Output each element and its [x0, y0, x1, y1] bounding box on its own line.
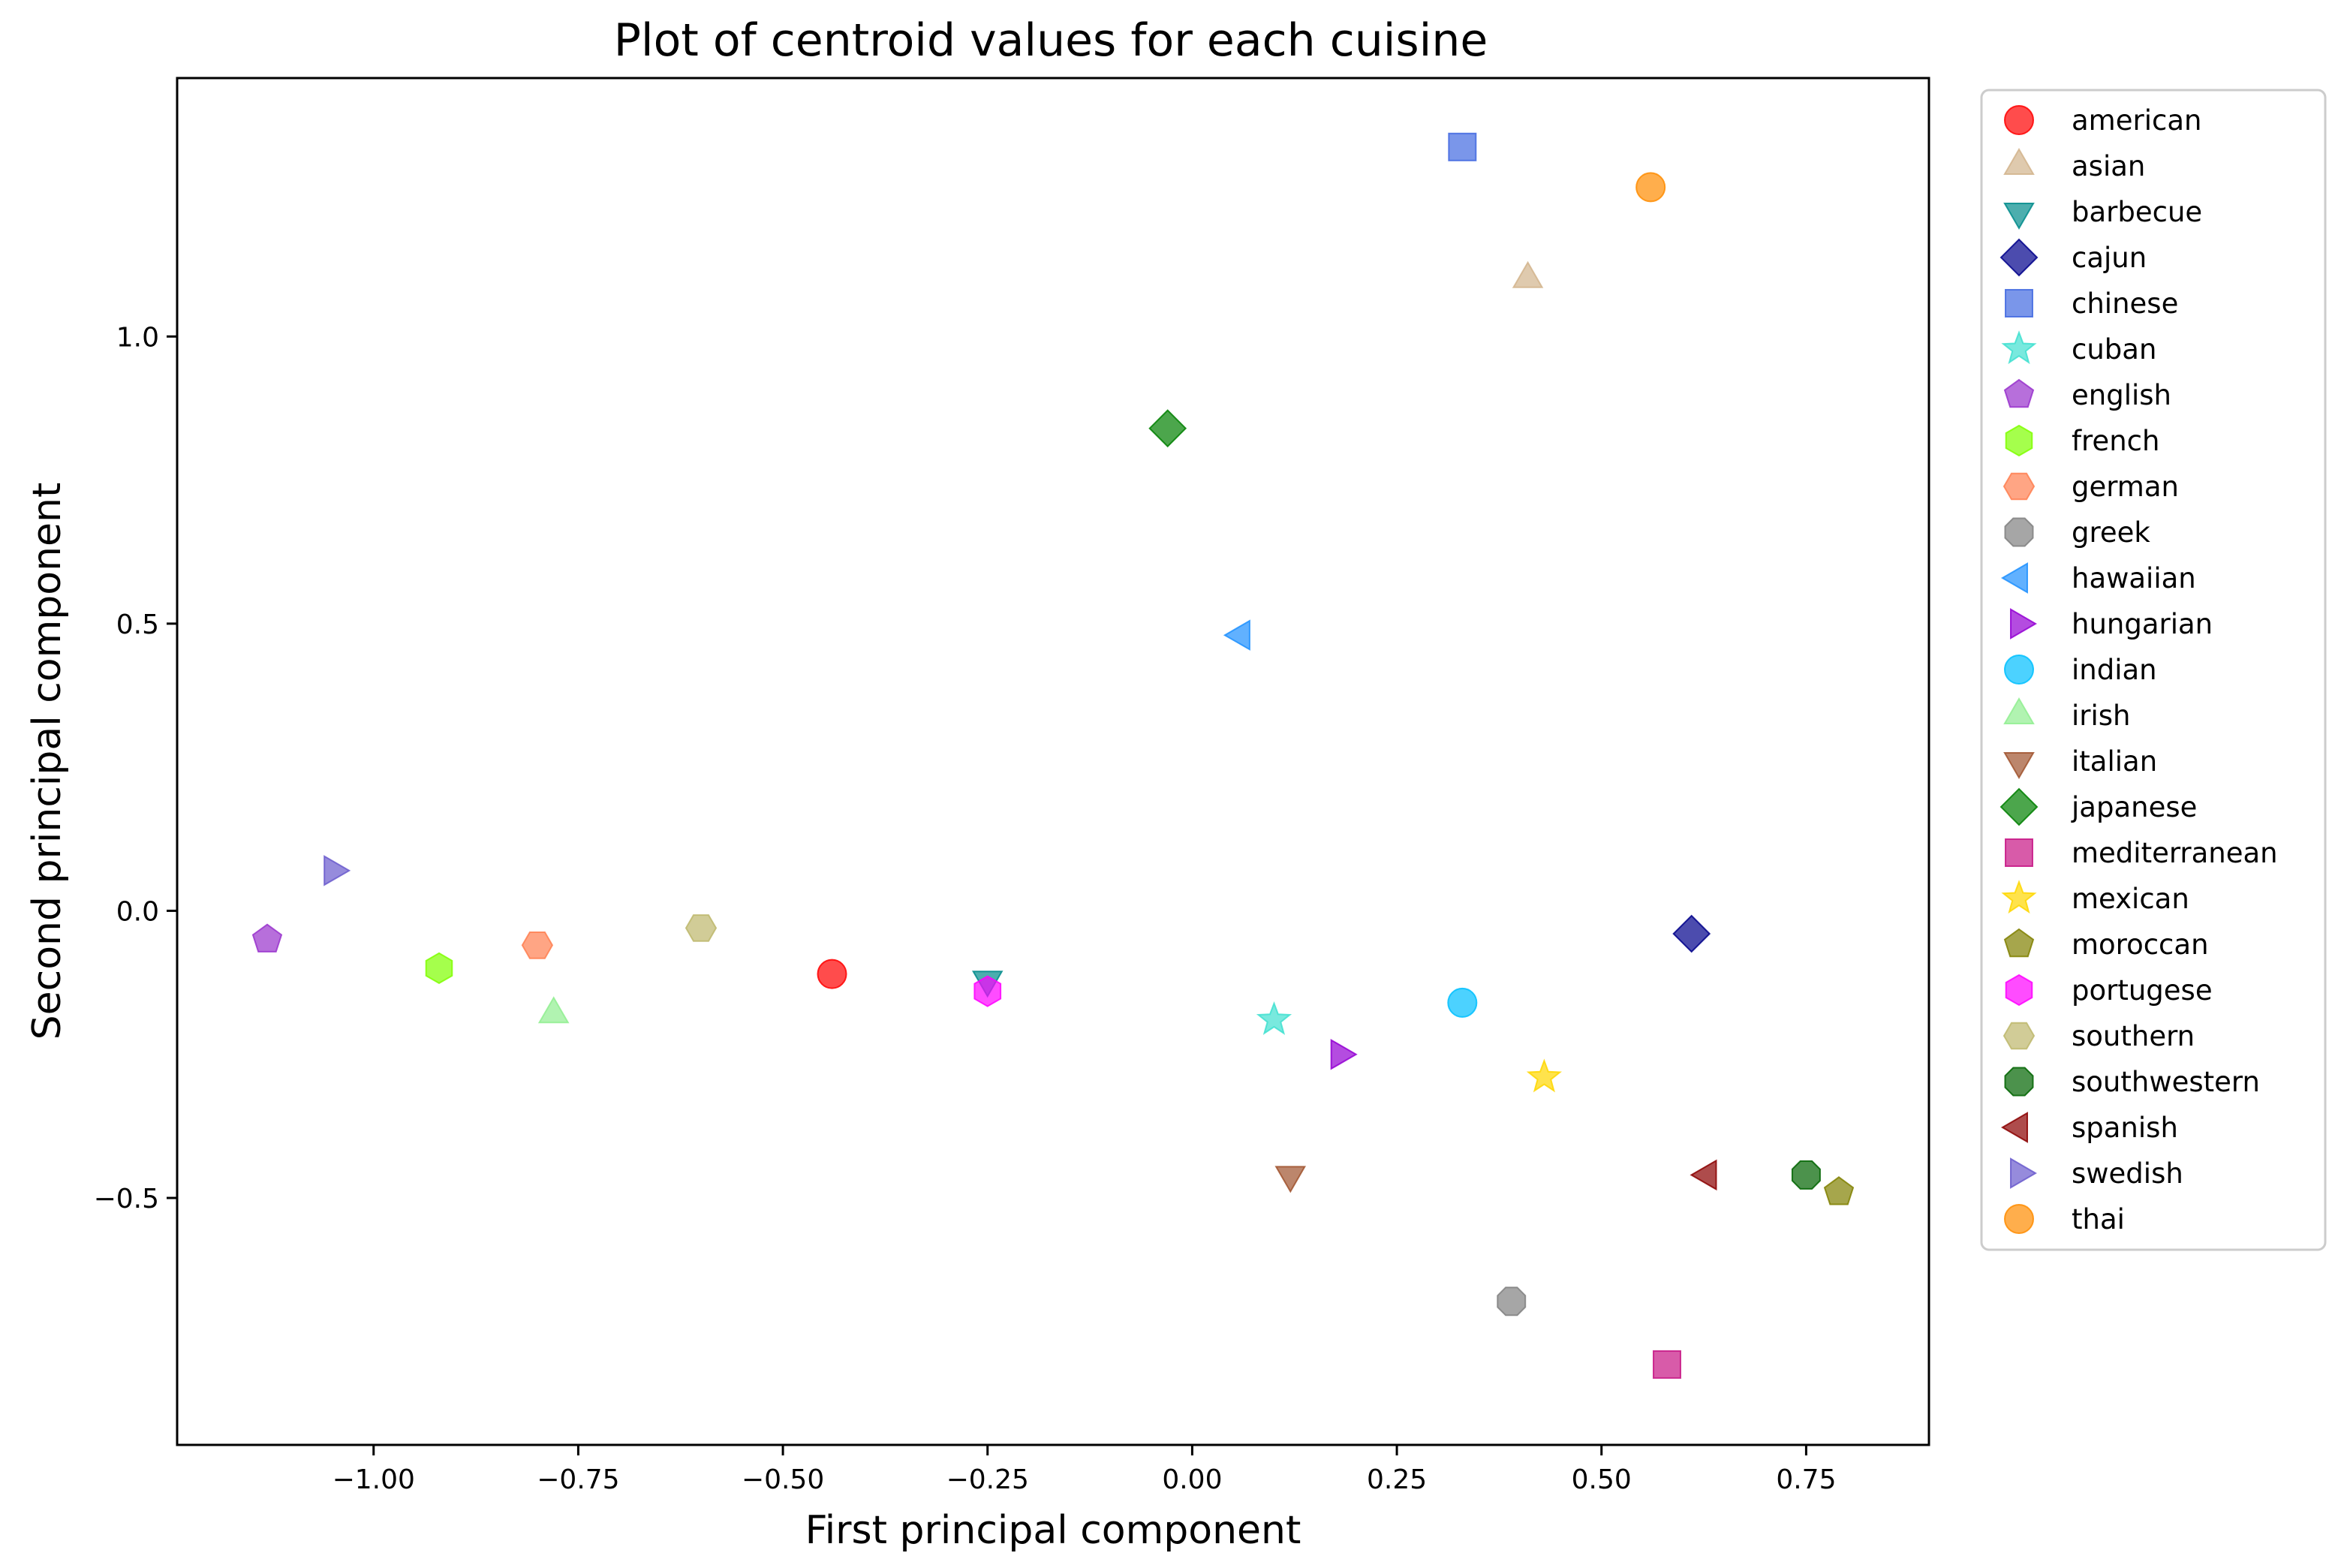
legend-marker-barbecue	[2003, 203, 2035, 230]
legend-label-hungarian: hungarian	[2072, 608, 2213, 640]
legend-marker-spanish	[2001, 1112, 2028, 1143]
legend-marker-asian	[2003, 148, 2035, 175]
legend-marker-southwestern	[2004, 1067, 2034, 1097]
legend-marker-american	[2004, 105, 2034, 135]
legend-label-barbecue: barbecue	[2072, 196, 2202, 228]
data-point-swedish	[323, 855, 351, 886]
data-point-american	[817, 959, 847, 989]
legend-marker-french	[2005, 424, 2033, 457]
legend-marker-mexican	[2001, 880, 2037, 914]
legend-marker-irish	[2003, 697, 2035, 724]
legend-label-mexican: mexican	[2072, 883, 2189, 915]
legend-label-italian: italian	[2072, 745, 2157, 778]
x-axis: −1.00 −0.75 −0.50 −0.25 0.00 0.25 0.50 0.75	[332, 1445, 1836, 1495]
data-point-chinese	[1448, 132, 1477, 161]
legend-label-german: german	[2072, 471, 2179, 503]
data-point-hungarian	[1330, 1038, 1358, 1070]
x-tick-label: −0.25	[946, 1464, 1029, 1495]
legend-marker-german	[2002, 472, 2036, 501]
legend-label-hawaiian: hawaiian	[2072, 562, 2196, 594]
legend-label-southwestern: southwestern	[2072, 1066, 2260, 1098]
legend-label-thai: thai	[2072, 1203, 2125, 1235]
legend-label-spanish: spanish	[2072, 1112, 2178, 1144]
legend-label-japanese: japanese	[2071, 791, 2197, 823]
data-point-thai	[1635, 172, 1666, 203]
legend-label-mediterranean: mediterranean	[2072, 837, 2278, 869]
data-point-portugese	[973, 975, 1002, 1007]
legend-label-irish: irish	[2072, 700, 2131, 732]
legend-marker-cuban	[2001, 330, 2037, 365]
data-point-hawaiian	[1223, 619, 1250, 651]
data-point-english	[251, 923, 283, 953]
x-tick-label: 0.00	[1162, 1464, 1222, 1495]
legend-frame	[1980, 89, 2327, 1251]
legend-marker-italian	[2003, 752, 2035, 779]
chart-title: Plot of centroid values for each cuisine	[614, 14, 1488, 67]
legend-marker-chinese	[2005, 289, 2033, 318]
y-tick-label: 0.0	[116, 896, 159, 927]
legend-label-portugese: portugese	[2072, 974, 2213, 1007]
legend-marker-mediterranean	[2005, 838, 2033, 867]
legend-label-chinese: chinese	[2072, 287, 2178, 320]
data-point-mexican	[1526, 1058, 1562, 1093]
data-point-indian	[1447, 987, 1478, 1018]
data-point-moroccan	[1823, 1176, 1855, 1205]
data-point-german	[521, 931, 554, 959]
x-tick-label: 0.50	[1572, 1464, 1632, 1495]
y-tick-label: −0.5	[94, 1184, 159, 1214]
data-point-cajun	[1672, 914, 1711, 953]
legend-marker-greek	[2004, 517, 2034, 547]
y-axis-label: Second principal component	[25, 483, 70, 1040]
data-point-french	[425, 952, 453, 985]
x-tick-label: −0.50	[742, 1464, 824, 1495]
x-axis-label: First principal component	[805, 1508, 1301, 1553]
data-point-irish	[537, 996, 570, 1024]
legend-label-moroccan: moroccan	[2072, 928, 2209, 961]
data-point-cuban	[1256, 1001, 1292, 1035]
legend-marker-japanese	[1999, 787, 2039, 826]
data-point-italian	[1274, 1166, 1307, 1193]
legend-label-cuban: cuban	[2072, 333, 2156, 366]
plot-area	[251, 132, 1855, 1379]
legend-label-swedish: swedish	[2072, 1157, 2183, 1190]
legend-label-american: american	[2072, 104, 2201, 137]
legend-label-greek: greek	[2072, 516, 2150, 549]
data-point-southern	[685, 914, 718, 942]
legend-marker-hawaiian	[2001, 562, 2028, 594]
y-tick-label: 0.5	[116, 609, 159, 640]
data-point-greek	[1497, 1287, 1527, 1317]
x-tick-label: 0.25	[1367, 1464, 1427, 1495]
data-point-japanese	[1148, 409, 1187, 448]
legend-marker-swedish	[2010, 1157, 2037, 1189]
x-tick-label: −0.75	[537, 1464, 619, 1495]
legend-label-cajun: cajun	[2072, 242, 2147, 274]
x-tick-label: −1.00	[332, 1464, 415, 1495]
data-point-southwestern	[1791, 1160, 1821, 1190]
legend-marker-portugese	[2005, 974, 2033, 1007]
legend-marker-thai	[2004, 1204, 2034, 1234]
legend-marker-hungarian	[2010, 608, 2037, 640]
legend: american asian barbecue cajun chinese cuban en…	[1980, 89, 2327, 1251]
legend-label-french: french	[2072, 425, 2159, 457]
legend-marker-moroccan	[2003, 928, 2035, 958]
legend-marker-cajun	[1999, 238, 2039, 277]
y-tick-label: 1.0	[116, 322, 159, 353]
y-axis: −0.5 0.0 0.5 1.0	[94, 322, 177, 1214]
legend-marker-english	[2003, 378, 2035, 408]
data-point-spanish	[1690, 1159, 1717, 1191]
plot-frame	[176, 77, 1930, 1446]
legend-label-english: english	[2072, 379, 2171, 411]
x-tick-label: 0.75	[1776, 1464, 1836, 1495]
data-point-asian	[1512, 260, 1544, 288]
data-point-mediterranean	[1652, 1350, 1681, 1379]
legend-label-indian: indian	[2072, 654, 2157, 686]
legend-marker-southern	[2002, 1022, 2036, 1050]
legend-label-southern: southern	[2072, 1020, 2195, 1052]
legend-label-asian: asian	[2072, 150, 2145, 182]
legend-marker-indian	[2004, 655, 2034, 685]
